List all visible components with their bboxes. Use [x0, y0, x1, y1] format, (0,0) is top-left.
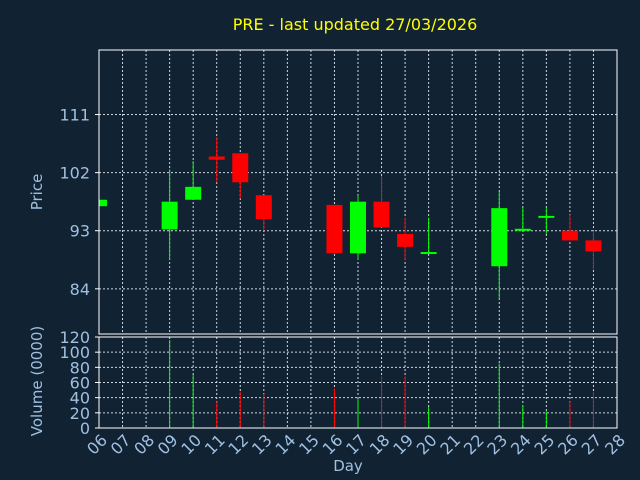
candle-body: [326, 204, 343, 254]
volume-tick-label: 40: [70, 389, 90, 408]
price-panel: 84 93 102 111: [59, 49, 618, 335]
candle-body: [397, 233, 414, 247]
candle-body: [561, 230, 578, 241]
candle-body: [161, 201, 178, 230]
candle-body: [491, 208, 508, 267]
candle-body: [255, 195, 272, 220]
x-axis-label: Day: [333, 457, 363, 475]
candle-body: [514, 228, 531, 231]
volume-tick-label: 80: [70, 358, 90, 377]
candle-body: [350, 201, 366, 254]
candle-body: [538, 215, 555, 218]
chart-title: PRE - last updated 27/03/2026: [233, 15, 478, 34]
volume-tick-label: 120: [59, 328, 90, 347]
volume-tick-label: 0: [80, 419, 90, 438]
volume-tick-label: 60: [70, 374, 90, 393]
candle-body: [208, 156, 225, 160]
price-tick-label: 84: [70, 280, 90, 299]
price-panel-frame: [98, 49, 618, 335]
candle-body: [585, 240, 602, 252]
price-axis-label: Price: [28, 174, 46, 211]
candle-body: [373, 201, 390, 228]
volume-axis-label: Volume (0000): [28, 326, 46, 436]
candle-body: [185, 186, 202, 200]
x-axis: 0607080910111213141516171819202122232425…: [83, 431, 629, 459]
candle-body: [232, 153, 249, 183]
price-tick-label: 93: [70, 222, 90, 241]
price-tick-label: 111: [59, 106, 90, 125]
volume-panel-frame: [98, 336, 618, 429]
candle-body: [99, 199, 107, 207]
price-tick-label: 102: [59, 164, 90, 183]
volume-tick-label: 20: [70, 404, 90, 423]
candle-body: [420, 252, 437, 255]
x-tick-label: 28: [601, 431, 629, 459]
volume-tick-label: 100: [59, 343, 90, 362]
